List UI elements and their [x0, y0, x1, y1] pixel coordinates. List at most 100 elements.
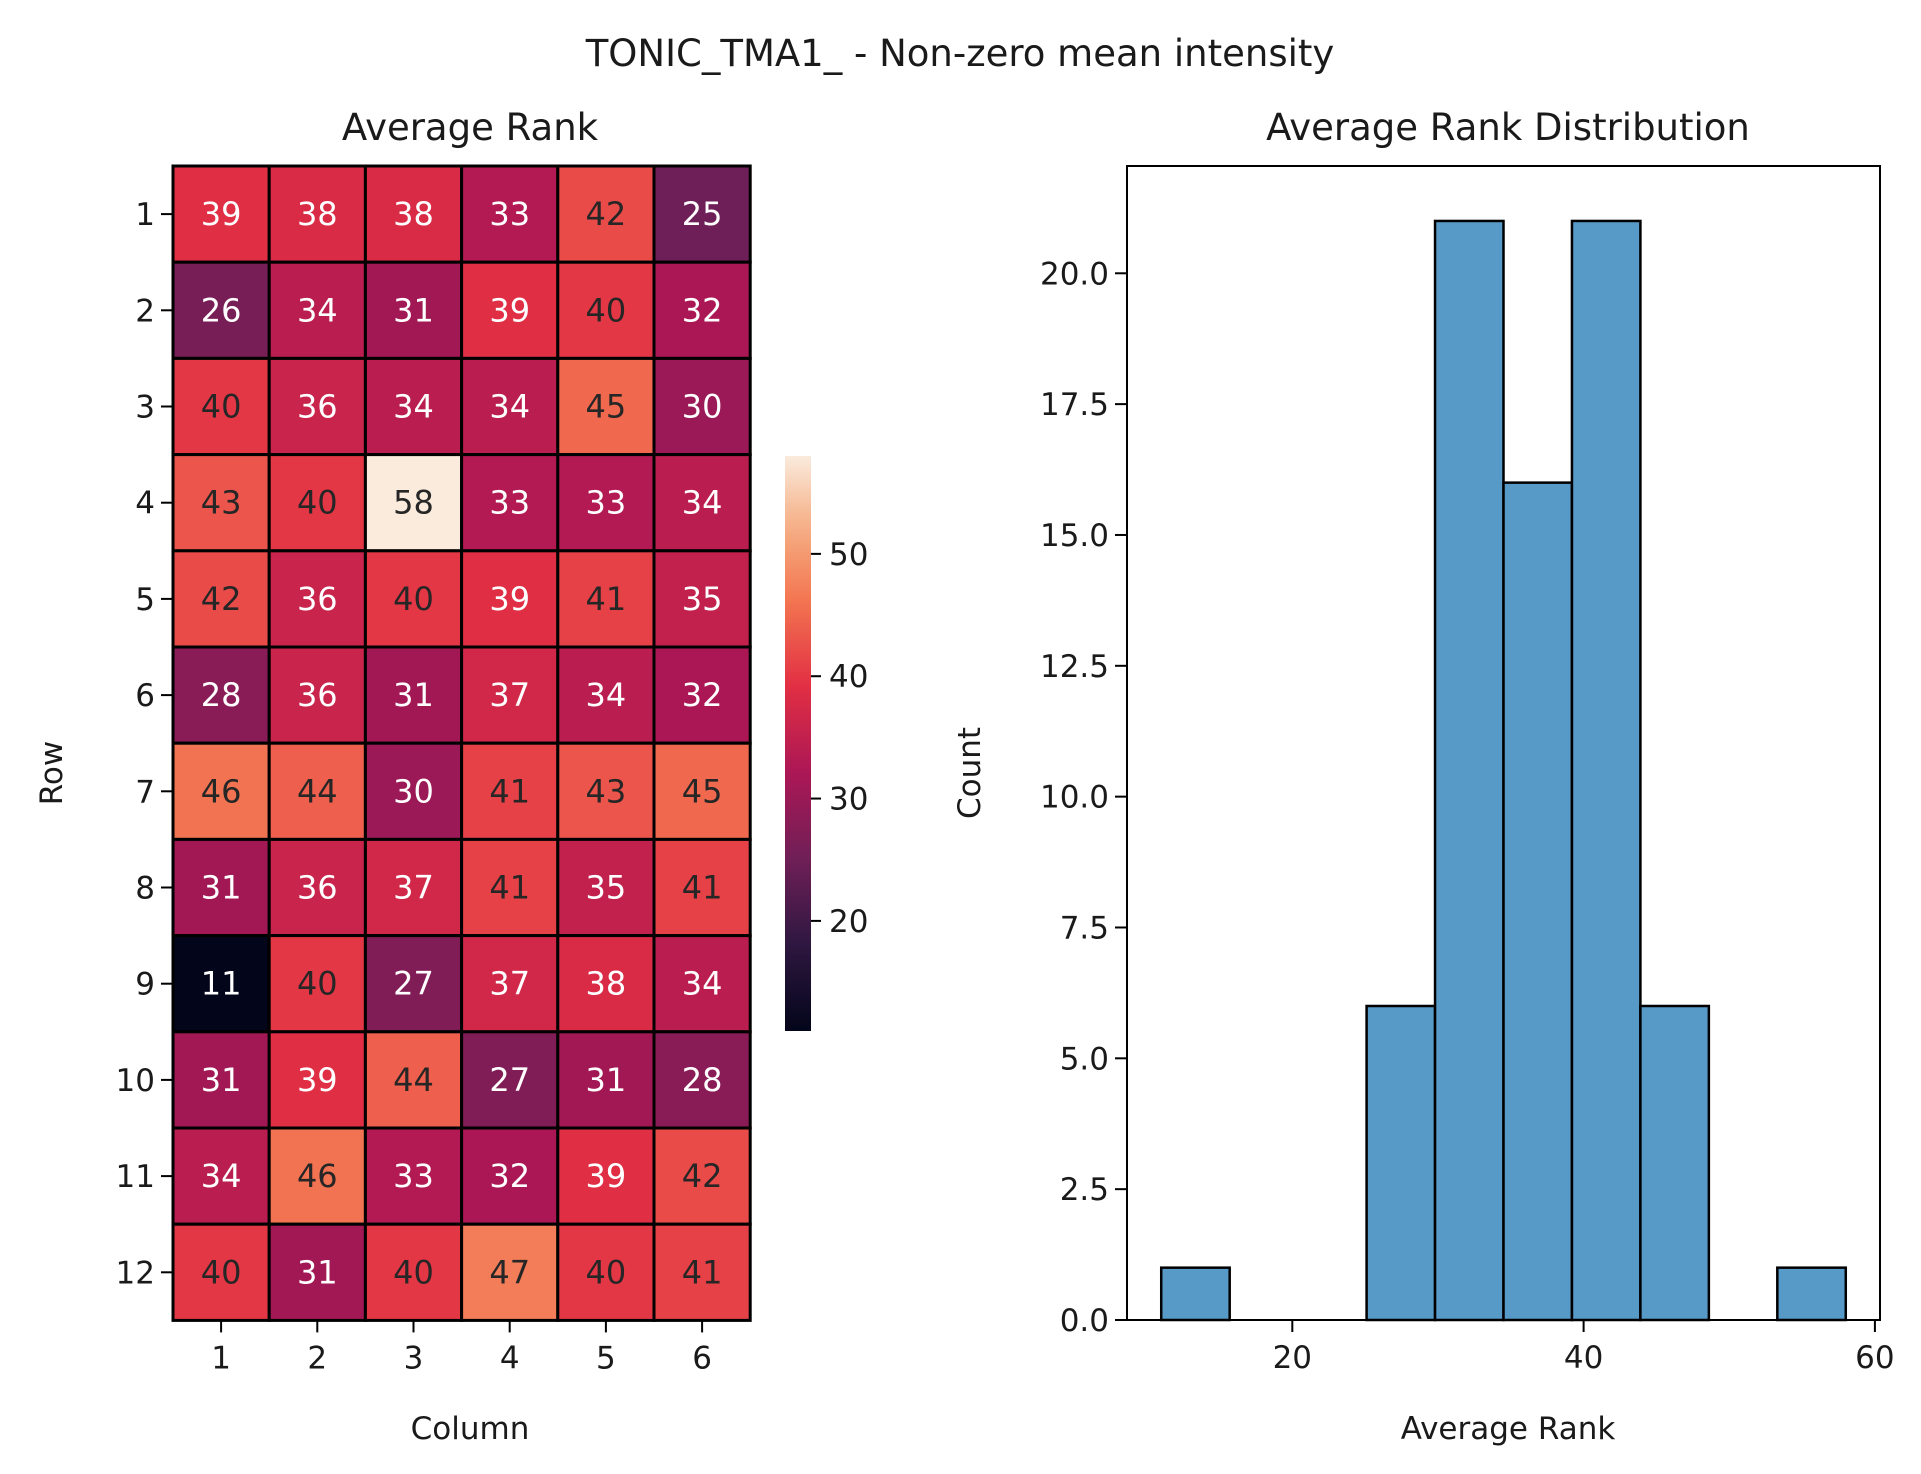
- heatmap-cell-label: 40: [201, 388, 242, 426]
- colorbar-tick-label: 20: [829, 904, 868, 940]
- heatmap-cell: [556, 837, 656, 938]
- heatmap-cell: [460, 1126, 560, 1226]
- heatmap-cell-label: 38: [297, 195, 338, 233]
- heatmap-cell: [267, 260, 367, 360]
- heatmap-cell-label: 40: [393, 580, 434, 618]
- heatmap-cell: [652, 356, 752, 457]
- heatmap-cell-label: 42: [201, 580, 242, 618]
- heatmap-cell-label: 47: [489, 1253, 530, 1291]
- heatmap-cell-label: 45: [682, 772, 723, 810]
- heatmap-y-tick-label: 1: [135, 197, 155, 233]
- heatmap-title: Average Rank: [342, 106, 599, 149]
- heatmap-cell: [556, 934, 656, 1034]
- heatmap-cell-label: 40: [297, 484, 338, 522]
- histogram-y-tick-label: 17.5: [1040, 387, 1109, 423]
- histogram-bars: [1159, 219, 1848, 1322]
- colorbar: 20 30 40 50: [785, 456, 868, 1031]
- heatmap-x-tick-label: 4: [500, 1340, 520, 1376]
- histogram-bar: [1365, 1004, 1437, 1322]
- heatmap-cell-label: 31: [297, 1253, 338, 1291]
- heatmap-cell-label: 28: [201, 676, 242, 714]
- heatmap-cell: [652, 1222, 752, 1322]
- heatmap-y-tick-label: 2: [135, 293, 155, 329]
- figure-suptitle: TONIC_TMA1_ - Non-zero mean intensity: [585, 32, 1335, 75]
- heatmap-cell-label: 42: [586, 195, 627, 233]
- heatmap-cell-label: 44: [297, 772, 338, 810]
- heatmap-cell-label: 34: [586, 676, 627, 714]
- heatmap-cell-label: 25: [682, 195, 723, 233]
- heatmap-cell: [556, 549, 656, 649]
- heatmap-cell: [267, 1222, 367, 1322]
- heatmap-cell-label: 34: [201, 1157, 242, 1195]
- heatmap-cell: [267, 1030, 367, 1130]
- heatmap-cell-label: 37: [489, 965, 530, 1003]
- heatmap-y-tick-label: 9: [135, 967, 155, 1003]
- heatmap-cell: [652, 260, 752, 360]
- heatmap-cell-label: 34: [297, 291, 338, 329]
- colorbar-tick-label: 30: [829, 782, 868, 818]
- heatmap-cell-label: 40: [201, 1253, 242, 1291]
- heatmap-cell-label: 36: [297, 388, 338, 426]
- histogram-x-tick-label: 60: [1855, 1340, 1894, 1376]
- colorbar-tick-label: 40: [829, 659, 868, 695]
- heatmap-cell: [171, 741, 271, 841]
- heatmap-x-tick-label: 5: [596, 1340, 616, 1376]
- heatmap-cell: [460, 260, 560, 360]
- heatmap-cell: [556, 453, 656, 553]
- histogram-axes: 0.0 2.5 5.0 7.5 10.0 12.5 15.0 17.5 20.0 20 40 60: [1040, 165, 1895, 1376]
- heatmap-cell-label: 33: [489, 195, 530, 233]
- heatmap-cell-label: 43: [586, 772, 627, 810]
- heatmap-y-tick-label: 3: [135, 390, 155, 426]
- heatmap-cell: [171, 934, 271, 1034]
- heatmap-cell-label: 46: [201, 772, 242, 810]
- histogram-bar: [1433, 219, 1505, 1322]
- histogram-x-tick-label: 40: [1564, 1340, 1603, 1376]
- heatmap-x-tick-label: 3: [404, 1340, 424, 1376]
- heatmap-cell: [652, 1126, 752, 1226]
- histogram-y-tick-label: 0.0: [1060, 1303, 1109, 1339]
- heatmap-cell-label: 37: [393, 869, 434, 907]
- histogram-panel: Average Rank Distribution 0.0 2.5 5.0 7.5 10…: [952, 106, 1895, 1447]
- heatmap-y-tick-label: 12: [116, 1255, 155, 1291]
- heatmap-cell: [171, 645, 271, 745]
- heatmap-cell-label: 40: [586, 1253, 627, 1291]
- heatmap-cell: [267, 356, 367, 457]
- heatmap-cell-label: 36: [297, 869, 338, 907]
- heatmap-cell-label: 39: [297, 1061, 338, 1099]
- histogram-bar: [1776, 1266, 1848, 1322]
- heatmap-x-tick-label: 2: [307, 1340, 327, 1376]
- heatmap-cell-label: 39: [489, 580, 530, 618]
- heatmap-cell-label: 31: [201, 1061, 242, 1099]
- heatmap-y-tick-label: 10: [116, 1063, 155, 1099]
- heatmap-y-tick-label: 8: [135, 871, 155, 907]
- heatmap-cell-label: 41: [682, 1253, 723, 1291]
- heatmap-cell: [652, 934, 752, 1034]
- heatmap-cell-label: 41: [682, 869, 723, 907]
- heatmap-cell: [652, 645, 752, 745]
- heatmap-x-tick-label: 1: [211, 1340, 231, 1376]
- heatmap-cell-label: 34: [682, 965, 723, 1003]
- histogram-title: Average Rank Distribution: [1266, 106, 1750, 149]
- heatmap-cell: [363, 549, 464, 649]
- heatmap-cell-label: 35: [682, 580, 723, 618]
- heatmap-cell-label: 45: [586, 388, 627, 426]
- heatmap-cell-label: 58: [393, 484, 434, 522]
- histogram-bar: [1570, 219, 1642, 1322]
- heatmap-cell-label: 26: [201, 291, 242, 329]
- heatmap-cell-label: 34: [682, 484, 723, 522]
- heatmap-cell-label: 38: [586, 965, 627, 1003]
- heatmap-x-ticks: 1 2 3 4 5 6: [211, 1320, 712, 1376]
- heatmap-cell: [460, 453, 560, 553]
- histogram-frame: [1126, 165, 1881, 1321]
- heatmap-cell: [556, 1030, 656, 1130]
- heatmap-xlabel: Column: [411, 1411, 530, 1447]
- heatmap-cell-label: 30: [393, 772, 434, 810]
- heatmap-cell-label: 33: [489, 484, 530, 522]
- heatmap-cell: [460, 356, 560, 457]
- heatmap-cell-label: 38: [393, 195, 434, 233]
- heatmap-cell: [652, 164, 752, 264]
- heatmap-y-tick-label: 7: [135, 774, 155, 810]
- heatmap-cell-label: 37: [489, 676, 530, 714]
- histogram-y-tick-label: 20.0: [1040, 256, 1109, 292]
